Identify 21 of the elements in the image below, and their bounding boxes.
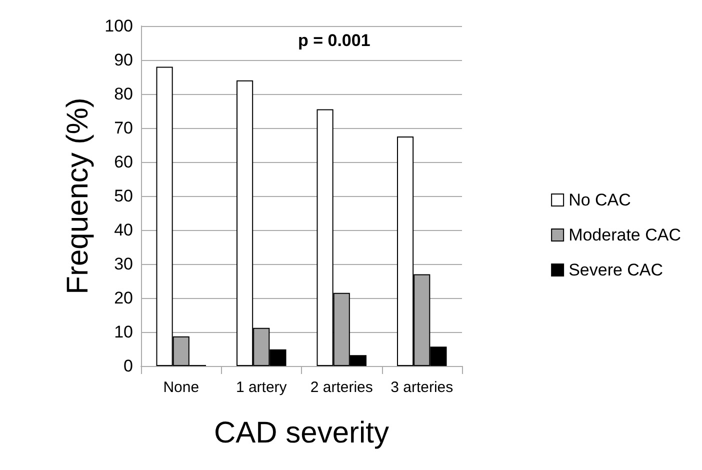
y-tick-label: 50 [114,186,133,206]
x-tick-label: 3 arteries [390,379,454,396]
legend-label: No CAC [568,190,631,210]
y-tick-label: 0 [124,356,133,376]
y-tick-label: 70 [114,118,133,138]
y-tick-label: 30 [114,254,133,274]
x-tick-label: 1 artery [236,379,288,396]
y-tick-label: 90 [114,50,133,70]
annotation: p = 0.001 [298,31,370,50]
y-tick-label: 20 [114,288,133,308]
x-tick-label: 2 arteries [310,379,373,396]
y-tick-label: 60 [114,152,133,172]
y-tick-label: 100 [104,16,133,36]
y-tick-label: 10 [114,322,133,342]
legend-label: Moderate CAC [568,226,682,244]
x-axis-title: CAD severity [214,416,390,450]
x-tick-label: None [163,379,200,396]
legend-label: Severe CAC [568,260,664,280]
y-tick-label: 40 [114,220,133,240]
y-tick-label: 80 [114,84,133,104]
y-axis-title: Frequency (%) [62,98,94,294]
